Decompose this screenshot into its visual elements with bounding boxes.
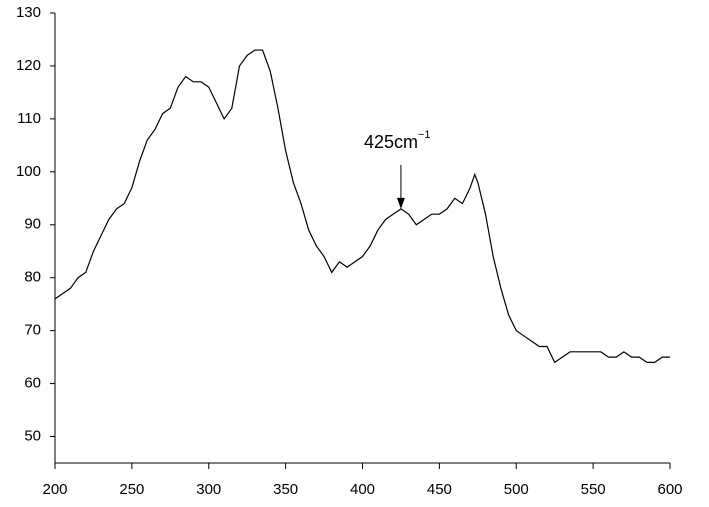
y-tick-label: 90 (24, 216, 41, 233)
annotation-arrowhead (396, 197, 405, 209)
y-tick-label: 120 (16, 57, 41, 74)
annotation: 425cm−1 (364, 129, 431, 152)
y-tick-label: 130 (16, 4, 41, 21)
x-tick-label: 350 (273, 481, 298, 498)
y-tick-label: 60 (24, 375, 41, 392)
x-tick-label: 300 (196, 481, 221, 498)
x-tick-label: 450 (427, 481, 452, 498)
x-tick-label: 550 (581, 481, 606, 498)
y-tick-label: 110 (17, 110, 41, 127)
x-tick-label: 250 (119, 481, 144, 498)
y-tick-label: 100 (16, 163, 41, 180)
annotation-superscript: −1 (418, 129, 431, 141)
line (54, 49, 670, 364)
y-tick-label: 50 (24, 427, 41, 444)
x-tick-label: 200 (42, 481, 67, 498)
x-tick-label: 600 (657, 481, 682, 498)
x-tick-label: 400 (350, 481, 375, 498)
y-tick-label: 80 (24, 269, 41, 286)
y-tick-label: 70 (24, 322, 41, 339)
annotation-text: 425cm (364, 132, 418, 152)
x-tick-label: 500 (504, 481, 529, 498)
